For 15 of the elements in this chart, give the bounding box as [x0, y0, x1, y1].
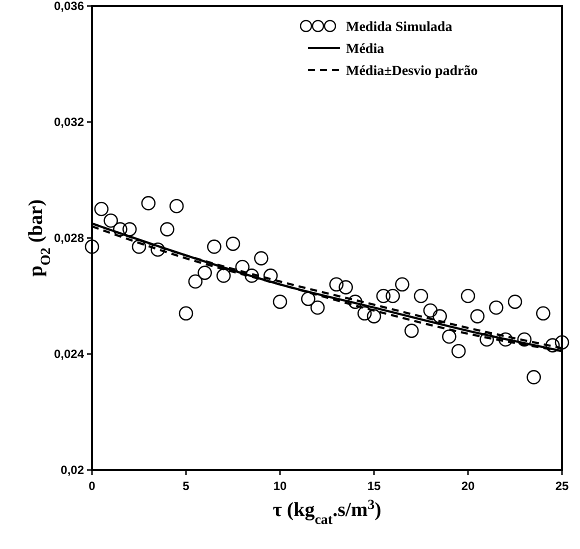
y-tick-label: 0,032 — [54, 115, 84, 129]
legend-label: Média — [346, 42, 384, 57]
x-tick-label: 15 — [367, 479, 381, 493]
x-tick-label: 5 — [182, 479, 190, 493]
x-tick-label: 20 — [461, 479, 475, 493]
x-tick-label: 0 — [88, 479, 96, 493]
x-tick-label: 25 — [555, 479, 569, 493]
legend-label: Medida Simulada — [346, 20, 452, 35]
y-tick-label: 0,02 — [60, 463, 84, 477]
x-tick-label: 10 — [273, 479, 287, 493]
y-tick-label: 0,036 — [54, 0, 84, 13]
y-tick-label: 0,028 — [54, 231, 84, 245]
x-axis-title: τ (kg$_{cat}$.s/m$^{3}$) — [272, 498, 382, 528]
y-tick-label: 0,024 — [54, 347, 84, 361]
legend-label: Média±Desvio padrão — [346, 64, 478, 79]
